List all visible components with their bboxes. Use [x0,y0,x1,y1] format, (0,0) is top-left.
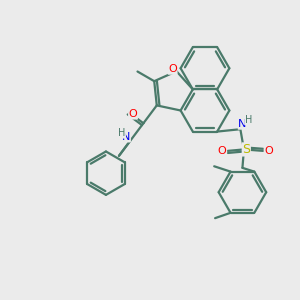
Text: N: N [122,132,130,142]
Text: N: N [238,119,247,129]
Text: H: H [245,115,252,125]
Text: O: O [264,146,273,156]
Text: O: O [168,64,177,74]
Text: S: S [242,143,250,156]
Text: O: O [129,109,137,119]
Text: H: H [118,128,125,138]
Text: O: O [218,146,226,156]
